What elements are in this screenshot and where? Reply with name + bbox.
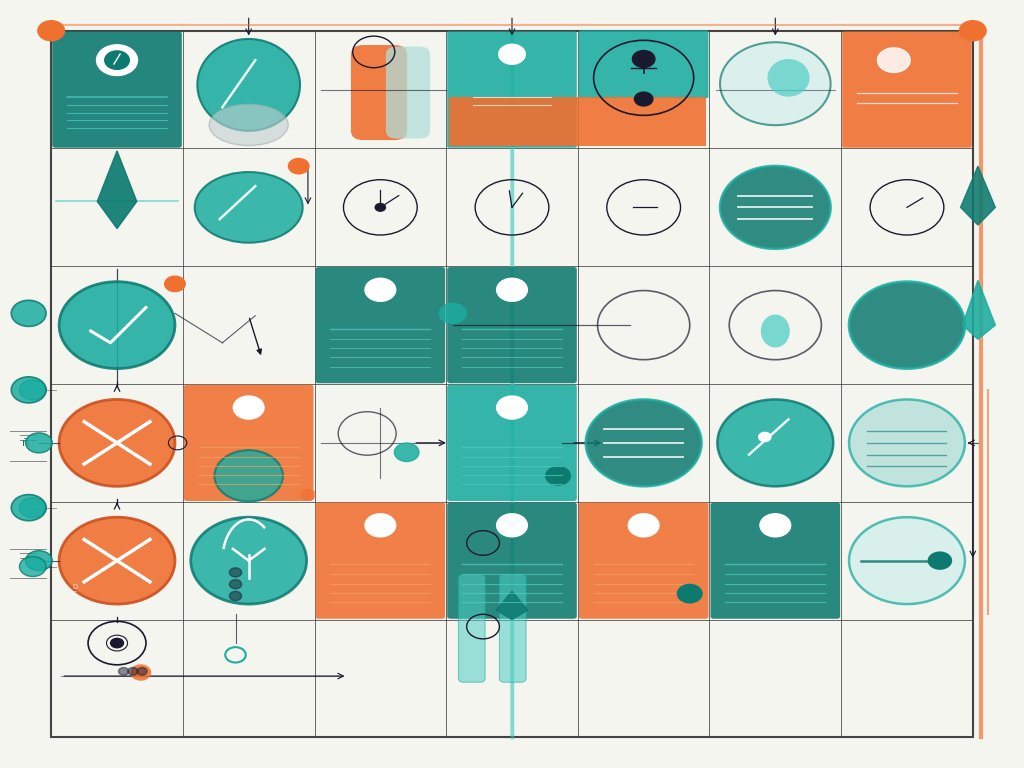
Circle shape <box>26 433 52 453</box>
Circle shape <box>365 278 395 301</box>
Circle shape <box>849 399 965 486</box>
FancyBboxPatch shape <box>579 502 709 619</box>
Circle shape <box>229 580 242 589</box>
FancyBboxPatch shape <box>52 31 182 147</box>
FancyBboxPatch shape <box>447 385 577 501</box>
Ellipse shape <box>209 104 288 146</box>
Circle shape <box>497 396 527 419</box>
Circle shape <box>110 637 124 648</box>
FancyBboxPatch shape <box>386 47 430 138</box>
Circle shape <box>59 517 175 604</box>
Polygon shape <box>963 280 995 339</box>
Circle shape <box>497 278 527 301</box>
Circle shape <box>586 399 701 486</box>
Polygon shape <box>961 166 995 225</box>
Circle shape <box>11 300 46 326</box>
Circle shape <box>878 48 910 72</box>
Circle shape <box>38 21 65 41</box>
Text: ñ: ñ <box>23 438 29 448</box>
Circle shape <box>11 377 46 403</box>
Circle shape <box>128 667 138 675</box>
Circle shape <box>59 399 175 486</box>
Circle shape <box>849 282 965 369</box>
Circle shape <box>190 517 306 604</box>
Circle shape <box>365 514 395 537</box>
FancyBboxPatch shape <box>315 267 445 383</box>
FancyBboxPatch shape <box>500 574 526 682</box>
Circle shape <box>104 51 129 69</box>
Circle shape <box>59 282 175 369</box>
Ellipse shape <box>761 315 790 347</box>
Circle shape <box>119 667 129 675</box>
Circle shape <box>678 584 702 603</box>
FancyBboxPatch shape <box>711 502 840 619</box>
Circle shape <box>137 667 147 675</box>
FancyBboxPatch shape <box>315 502 445 619</box>
Circle shape <box>11 495 46 521</box>
Circle shape <box>718 399 834 486</box>
Circle shape <box>229 591 242 601</box>
Circle shape <box>928 551 952 570</box>
FancyBboxPatch shape <box>579 31 709 98</box>
Circle shape <box>497 514 527 537</box>
FancyBboxPatch shape <box>447 267 577 383</box>
Circle shape <box>849 517 965 604</box>
Circle shape <box>375 204 385 211</box>
Circle shape <box>394 443 419 462</box>
Circle shape <box>233 396 264 419</box>
Circle shape <box>439 303 466 323</box>
Ellipse shape <box>767 59 810 97</box>
FancyBboxPatch shape <box>447 31 577 147</box>
Circle shape <box>720 42 830 125</box>
Circle shape <box>546 467 570 485</box>
Circle shape <box>633 51 655 68</box>
FancyBboxPatch shape <box>447 502 577 619</box>
Circle shape <box>959 21 986 41</box>
Ellipse shape <box>130 664 152 680</box>
Circle shape <box>289 158 309 174</box>
Circle shape <box>759 432 771 442</box>
FancyBboxPatch shape <box>351 45 408 140</box>
Circle shape <box>19 557 46 577</box>
Circle shape <box>19 498 46 518</box>
Circle shape <box>635 92 653 106</box>
Circle shape <box>720 166 830 249</box>
Circle shape <box>19 380 46 400</box>
Polygon shape <box>97 151 137 229</box>
Text: D
S: D S <box>73 584 78 597</box>
Bar <box>450 97 707 146</box>
Circle shape <box>499 45 525 65</box>
Ellipse shape <box>198 39 300 131</box>
FancyBboxPatch shape <box>459 574 485 682</box>
Ellipse shape <box>195 172 303 243</box>
Circle shape <box>760 514 791 537</box>
Circle shape <box>165 276 185 292</box>
Circle shape <box>96 45 137 75</box>
Circle shape <box>229 568 242 577</box>
Circle shape <box>214 450 283 502</box>
Ellipse shape <box>300 488 315 501</box>
Polygon shape <box>497 591 527 620</box>
Circle shape <box>629 514 659 537</box>
Circle shape <box>26 551 52 571</box>
FancyBboxPatch shape <box>184 385 313 501</box>
FancyBboxPatch shape <box>842 31 972 147</box>
